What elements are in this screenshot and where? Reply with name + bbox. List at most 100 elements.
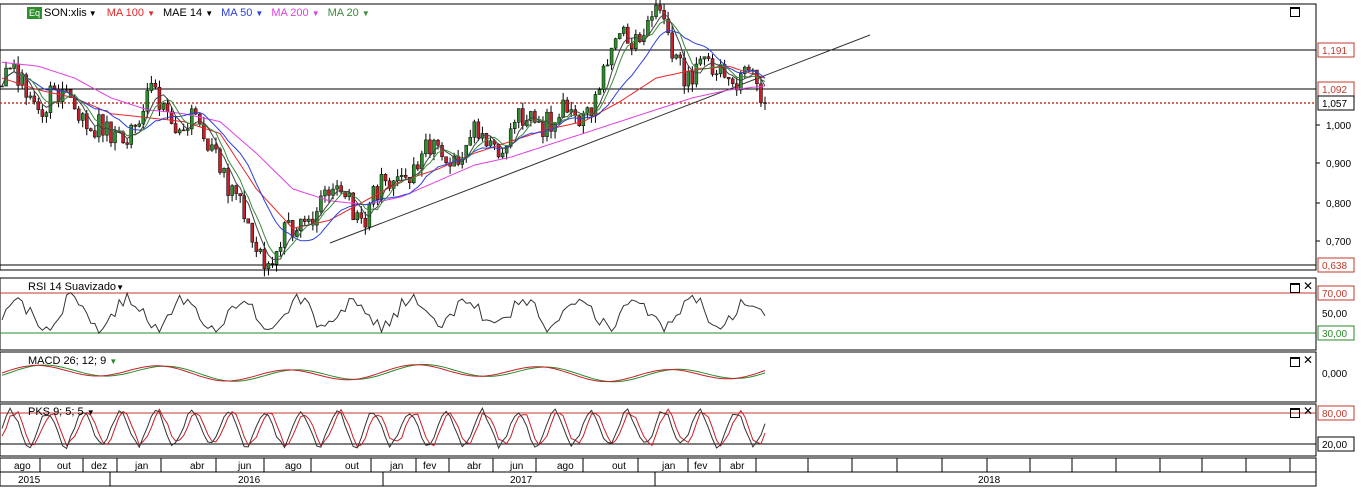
candle [686,71,691,87]
trend-line [329,34,871,244]
triangle-down-icon: ▼ [255,9,264,18]
candle [206,138,210,151]
year-label: 2015 [18,475,41,486]
maximize-icon[interactable] [1290,408,1300,418]
candle [387,180,392,189]
month-label: out [345,461,359,472]
candle [36,101,41,110]
candle [266,263,271,269]
candle [32,95,37,103]
candle [238,193,242,197]
candle [80,113,85,121]
candle [202,123,206,140]
maximize-icon[interactable] [1290,7,1300,17]
indicator-ma20[interactable]: MA 20 ▼ [327,7,370,19]
candle [739,73,743,91]
candle [597,89,602,95]
candle [646,20,650,36]
candle [226,168,230,196]
candle [621,26,626,34]
candle [52,85,57,90]
macd-label[interactable]: MACD 26; 12; 9 ▼ [28,355,118,367]
pks-label[interactable]: PKS 9; 5; 5 ▼ [28,406,95,418]
candle [529,111,533,121]
price-axis-label: 0,800 [1326,199,1351,210]
candle [165,103,170,112]
candle [113,131,117,144]
month-label: jun [509,461,523,472]
candle [145,90,150,112]
month-label: ago [285,461,302,472]
candle [76,108,81,121]
candle [678,54,682,59]
candle [89,128,93,131]
year-label: 2018 [978,475,1001,486]
close-icon[interactable]: ✕ [1303,279,1314,293]
candle [307,218,311,222]
ma100-line [1,65,766,229]
legend-bar: Eq SON:xlis ▼ MA 100 ▼ MAE 14 ▼ MA 50 ▼ … [27,7,370,19]
indicator-ma100[interactable]: MA 100 ▼ [106,7,156,19]
candle [242,195,246,219]
month-label: ago [557,461,574,472]
candle [28,95,33,98]
candle [516,108,521,123]
pks-path [1,407,766,450]
maximize-icon[interactable] [1290,283,1300,293]
indicator-ma200[interactable]: MA 200 ▼ [271,7,320,19]
candle [666,18,670,34]
candle [565,99,569,113]
candle [605,64,610,67]
candle [210,144,214,151]
candle [331,188,335,196]
candle [194,108,198,115]
candle [218,148,222,173]
close-icon[interactable]: ✕ [1303,353,1314,367]
candle [634,34,638,49]
triangle-down-icon: ▼ [86,408,95,417]
symbol-name[interactable]: SON:xlis [44,7,87,19]
candle [444,156,448,163]
triangle-down-icon: ▼ [361,9,370,18]
triangle-down-icon: ▼ [109,357,118,366]
candle [658,4,662,11]
indicator-mae14[interactable]: MAE 14 ▼ [163,7,214,19]
candle [319,195,323,212]
candle [730,78,735,84]
candle [20,74,24,86]
candle [189,108,194,130]
year-label: 2016 [238,475,261,486]
candle [416,164,420,170]
candle [0,85,4,88]
candle [759,83,763,103]
candle [650,16,654,21]
close-icon[interactable]: ✕ [1303,404,1314,418]
symbol-badge[interactable]: Eq [27,7,43,19]
candle [504,146,509,154]
candle [40,109,45,117]
month-label: jan [389,461,403,472]
candle [72,97,77,110]
candle [56,88,61,103]
rsi-line [1,291,766,335]
month-label: abr [467,461,482,472]
indicator-ma50[interactable]: MA 50 ▼ [221,7,264,19]
year-label: 2017 [510,475,533,486]
maximize-icon[interactable] [1290,357,1300,367]
month-label: jun [237,461,251,472]
rsi-label[interactable]: RSI 14 Suavizado▼ [28,281,124,293]
candle [262,248,267,269]
candle [230,185,234,196]
candle [625,26,630,44]
triangle-down-icon: ▼ [147,9,156,18]
mae14-path [1,13,766,260]
triangle-down-icon: ▼ [116,283,124,292]
triangle-down-icon[interactable]: ▼ [88,8,97,18]
candle [323,189,327,197]
candle [654,4,658,17]
candle [726,76,731,80]
mae14-line [1,13,766,260]
candle [48,85,53,113]
price-tag-label: 0,638 [1322,261,1347,272]
candle [537,120,541,123]
